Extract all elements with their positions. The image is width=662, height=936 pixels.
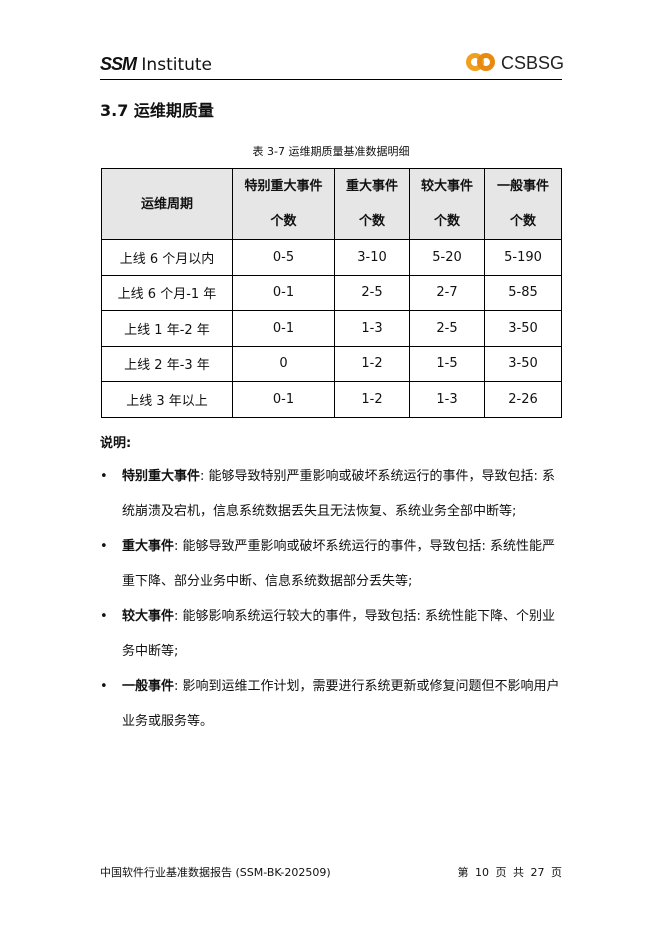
table-cell: 5-20 xyxy=(409,239,485,276)
table-cell: 5-190 xyxy=(484,239,562,276)
table-cell: 0-5 xyxy=(232,239,335,276)
list-item: 一般事件: 影响到运维工作计划，需要进行系统更新或修复问题但不影响用户业务或服务… xyxy=(100,669,564,739)
list-item: 较大事件: 能够影响系统运行较大的事件，导致包括: 系统性能下降、个别业务中断等… xyxy=(100,599,564,669)
table-cell: 上线 2 年-3 年 xyxy=(101,345,233,382)
table-cell: 2-5 xyxy=(409,310,485,347)
header-cell: 特别重大事件 个数 xyxy=(232,168,335,240)
quality-table: 运维周期 特别重大事件 个数 重大事件 个数 较大事件 个数 一般事件 个数 上线 6 … xyxy=(101,168,562,418)
ssm-institute-logo: SSM Institute xyxy=(100,54,212,75)
header-cell: 运维周期 xyxy=(101,168,233,240)
notes-title: 说明: xyxy=(100,436,132,451)
table-cell: 1-2 xyxy=(334,345,410,382)
table-row: 上线 6 个月-1 年 0-1 2-5 2-7 5-85 xyxy=(101,274,562,311)
table-row: 上线 2 年-3 年 0 1-2 1-5 3-50 xyxy=(101,345,562,382)
table-cell: 1-5 xyxy=(409,345,485,382)
table-cell: 3-50 xyxy=(484,345,562,382)
header-rule xyxy=(100,79,562,80)
list-item: 重大事件: 能够导致严重影响或破坏系统运行的事件，导致包括: 系统性能严重下降、… xyxy=(100,529,564,599)
table-cell: 5-85 xyxy=(484,274,562,311)
table-cell: 上线 1 年-2 年 xyxy=(101,310,233,347)
header-cell: 一般事件 个数 xyxy=(484,168,562,240)
table-cell: 3-10 xyxy=(334,239,410,276)
section-heading: 3.7 运维期质量 xyxy=(100,101,214,120)
table-caption: 表 3-7 运维期质量基准数据明细 xyxy=(252,145,410,158)
table-cell: 1-2 xyxy=(334,381,410,418)
header-cell: 重大事件 个数 xyxy=(334,168,410,240)
ssm-logo-text: Institute xyxy=(141,55,213,75)
ssm-logo-mark: SSM xyxy=(100,54,137,74)
table-row: 上线 6 个月以内 0-5 3-10 5-20 5-190 xyxy=(101,239,562,276)
table-cell: 2-5 xyxy=(334,274,410,311)
table-cell: 0-1 xyxy=(232,310,335,347)
table-row: 上线 3 年以上 0-1 1-2 1-3 2-26 xyxy=(101,381,562,418)
csbsg-rings-icon xyxy=(465,52,496,74)
table-cell: 上线 6 个月-1 年 xyxy=(101,274,233,311)
table-cell: 0-1 xyxy=(232,274,335,311)
table-row: 上线 1 年-2 年 0-1 1-3 2-5 3-50 xyxy=(101,310,562,347)
list-item: 特别重大事件: 能够导致特别严重影响或破坏系统运行的事件，导致包括: 系统崩溃及… xyxy=(100,459,564,529)
header-cell: 较大事件 个数 xyxy=(409,168,485,240)
table-cell: 上线 6 个月以内 xyxy=(101,239,233,276)
table-cell: 2-7 xyxy=(409,274,485,311)
csbsg-logo: CSBSG xyxy=(465,52,564,74)
table-cell: 1-3 xyxy=(409,381,485,418)
table-cell: 1-3 xyxy=(334,310,410,347)
csbsg-logo-text: CSBSG xyxy=(500,52,564,73)
notes-list: 特别重大事件: 能够导致特别严重影响或破坏系统运行的事件，导致包括: 系统崩溃及… xyxy=(100,459,564,739)
table-cell: 0-1 xyxy=(232,381,335,418)
table-cell: 0 xyxy=(232,345,335,382)
footer-report-title: 中国软件行业基准数据报告 (SSM-BK-202509) xyxy=(100,866,331,879)
table-cell: 2-26 xyxy=(484,381,562,418)
table-cell: 3-50 xyxy=(484,310,562,347)
table-cell: 上线 3 年以上 xyxy=(101,381,233,418)
footer-page-number: 第 10 页 共 27 页 xyxy=(457,866,562,879)
table-header-row: 运维周期 特别重大事件 个数 重大事件 个数 较大事件 个数 一般事件 个数 xyxy=(101,168,562,240)
